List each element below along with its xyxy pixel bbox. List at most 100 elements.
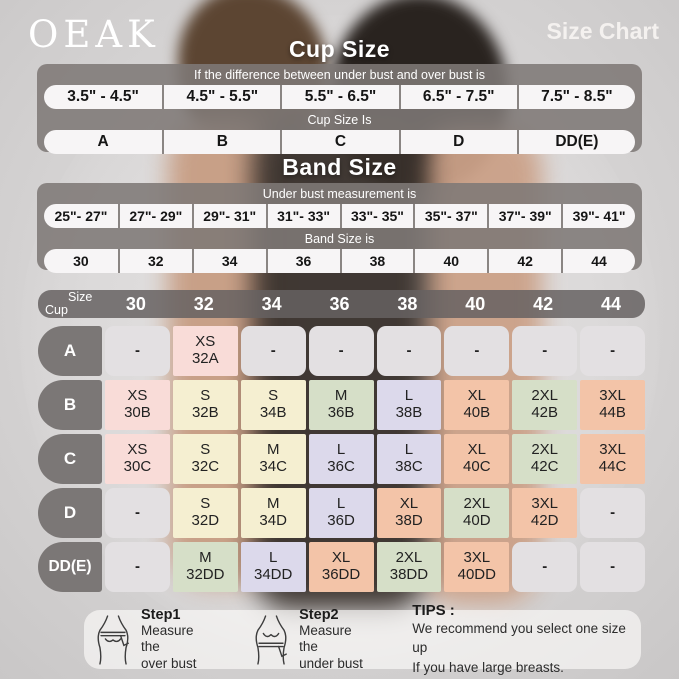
cup-letter-0: A [97, 133, 109, 150]
matrix-cell-C-38: L 38C [376, 434, 442, 484]
matrix-cell-C-30: XS 30C [105, 434, 170, 484]
matrix-column-header-42: 42 [533, 293, 554, 314]
matrix-cell-band: 36D [327, 512, 355, 529]
step1-block: Step1 Measure the over bust [94, 607, 214, 672]
tips-line2: If you have large breasts. [412, 659, 564, 675]
matrix-cell-size: L [336, 495, 346, 513]
cup-letters-row: A B C D DD(E) [44, 130, 635, 154]
matrix-cell-empty-dash: - [406, 341, 412, 359]
cup-range-4: 7.5" - 8.5" [516, 85, 635, 109]
matrix-cell-band: 32D [191, 512, 220, 529]
matrix-cell-DD(E)-34: L 34DD [240, 542, 306, 592]
matrix-cell-D-40: 2XL 40D [444, 488, 510, 538]
matrix-cell-D-34: M 34D [240, 488, 306, 538]
matrix-row-label-B: B [38, 380, 102, 430]
matrix-cell-A-42: - [512, 326, 578, 376]
matrix-cell-C-44: 3XL 44C [580, 434, 645, 484]
matrix-cell-B-36: M 36B [308, 380, 374, 430]
matrix-cell-size: XS [127, 441, 148, 459]
matrix-cell-size: XL [399, 495, 419, 513]
matrix-row-label-D: D [38, 488, 102, 538]
cup-letter-1: B [162, 130, 280, 154]
matrix-cell-size: XL [467, 441, 486, 459]
matrix-cell-size: XL [331, 549, 351, 567]
band-range-4: 33"- 35" [339, 204, 414, 228]
matrix-cell-size: M [334, 387, 348, 405]
matrix-cell-B-30: XS 30B [105, 380, 170, 430]
matrix-cell-band: 34D [259, 512, 287, 529]
matrix-cell-B-42: 2XL 42B [512, 380, 578, 430]
matrix-column-header-30: 30 [125, 293, 146, 314]
band-range-7: 39"- 41" [561, 204, 635, 228]
band-size-panel: Under bust measurement is 25"- 27" 27"- 2… [37, 183, 642, 273]
matrix-cell-A-32: XS 32A [172, 326, 238, 376]
matrix-cell-A-40: - [444, 326, 510, 376]
matrix-cell-D-32: S 32D [172, 488, 238, 538]
band-number-1: 32 [117, 249, 192, 273]
matrix-cell-A-36: - [308, 326, 374, 376]
matrix-cell-DD(E)-38: 2XL 38DD [376, 542, 442, 592]
matrix-cell-band: 42D [530, 512, 559, 529]
matrix-row-label-C: C [38, 434, 102, 484]
matrix-column-header-40: 40 [465, 293, 486, 314]
matrix-cell-size: L [404, 441, 414, 459]
matrix-cell-band: 38C [395, 458, 423, 475]
matrix-cell-B-40: XL 40B [444, 380, 510, 430]
matrix-cell-C-32: S 32C [172, 434, 238, 484]
step2-title: Step2 [299, 606, 339, 623]
matrix-cell-empty-dash: - [134, 503, 140, 521]
matrix-cell-C-42: 2XL 42C [512, 434, 578, 484]
step2-line1: Measure the [299, 622, 352, 655]
matrix-cell-empty-dash: - [610, 503, 616, 521]
matrix-cell-size: 2XL [395, 549, 423, 567]
step1-line1: Measure the [141, 622, 194, 655]
band-number-4: 38 [339, 249, 414, 273]
band-size-instruction: Under bust measurement is [262, 187, 417, 201]
matrix-cell-size: XS [195, 333, 216, 351]
matrix-cell-DD(E)-42: - [512, 542, 578, 592]
step1-text: Step1 Measure the over bust [141, 607, 214, 672]
matrix-cell-D-36: L 36D [308, 488, 374, 538]
matrix-cell-empty-dash: - [134, 341, 140, 359]
matrix-cell-size: 3XL [599, 441, 626, 459]
matrix-cell-band: 38D [395, 512, 423, 529]
matrix-cell-band: 34DD [254, 566, 293, 583]
cup-range-1: 4.5" - 5.5" [162, 85, 280, 109]
matrix-cell-band: 38B [395, 404, 423, 421]
cup-letter-4: DD(E) [516, 130, 635, 154]
matrix-cell-DD(E)-40: 3XL 40DD [444, 542, 510, 592]
band-number-0: 30 [73, 253, 89, 269]
band-number-7: 44 [561, 249, 635, 273]
tips-title: TIPS : [412, 602, 455, 620]
matrix-cell-size: XL [467, 387, 486, 405]
matrix-cell-band: 42C [530, 458, 559, 475]
matrix-cell-empty-dash: - [338, 341, 344, 359]
matrix-cell-band: 30B [124, 404, 151, 421]
matrix-cell-band: 30C [123, 458, 152, 475]
matrix-cell-band: 40D [463, 512, 491, 529]
matrix-cell-A-34: - [240, 326, 306, 376]
matrix-header-row: Size Cup 30 32 34 36 38 40 42 44 [38, 290, 645, 318]
matrix-cell-B-32: S 32B [172, 380, 238, 430]
matrix-cell-DD(E)-30: - [105, 542, 170, 592]
band-range-2: 29"- 31" [191, 204, 266, 228]
band-range-5: 35"- 37" [413, 204, 487, 228]
cup-range-2: 5.5" - 6.5" [280, 85, 398, 109]
matrix-cell-B-38: L 38B [376, 380, 442, 430]
step2-line2: under bust [299, 655, 363, 671]
cup-difference-row: 3.5" - 4.5" 4.5" - 5.5" 5.5" - 6.5" 6.5" - … [44, 85, 635, 109]
matrix-cell-band: 34C [259, 458, 287, 475]
matrix-cell-empty-dash: - [270, 341, 276, 359]
measure-under-bust-icon [252, 614, 290, 665]
matrix-cell-C-40: XL 40C [444, 434, 510, 484]
matrix-cell-size: 3XL [599, 387, 626, 405]
matrix-cell-D-44: - [580, 488, 645, 538]
step1-line2: over bust [141, 655, 197, 671]
matrix-cell-band: 42B [531, 404, 559, 421]
cup-letter-2: C [280, 130, 398, 154]
band-number-6: 42 [487, 249, 561, 273]
matrix-cell-C-34: M 34C [240, 434, 306, 484]
matrix-cell-size: 2XL [531, 387, 559, 405]
band-range-0: 25"- 27" [54, 208, 108, 224]
